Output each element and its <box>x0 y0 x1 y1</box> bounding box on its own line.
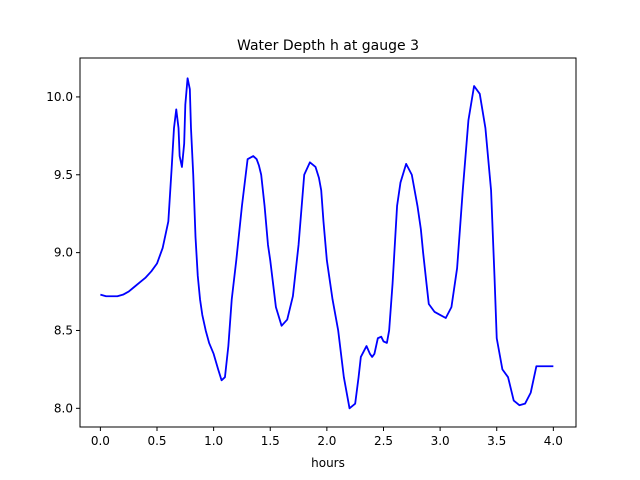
x-tick-label: 1.5 <box>261 434 280 448</box>
x-tick-label: 2.0 <box>317 434 336 448</box>
axes-frame <box>79 57 577 428</box>
x-axis: 0.0 0.5 1.0 1.5 2.0 2.5 3.0 3.5 4.0 <box>91 427 563 448</box>
x-tick-label: 3.0 <box>431 434 450 448</box>
y-tick-label: 9.0 <box>54 246 73 260</box>
x-tick-label: 4.0 <box>544 434 563 448</box>
plot-area <box>79 57 577 428</box>
y-tick-label: 9.5 <box>54 168 73 182</box>
y-tick-label: 8.0 <box>54 401 73 415</box>
y-axis: 8.0 8.5 9.0 9.5 10.0 <box>46 90 80 415</box>
x-tick-label: 1.0 <box>204 434 223 448</box>
x-axis-label: hours <box>311 456 345 470</box>
x-tick-label: 3.5 <box>487 434 506 448</box>
series-line <box>100 77 554 410</box>
y-tick-label: 8.5 <box>54 323 73 337</box>
x-tick-label: 2.5 <box>374 434 393 448</box>
y-tick-label: 10.0 <box>46 90 73 104</box>
x-tick-label: 0.0 <box>91 434 110 448</box>
chart-title: Water Depth h at gauge 3 <box>237 38 419 54</box>
x-tick-label: 0.5 <box>147 434 166 448</box>
